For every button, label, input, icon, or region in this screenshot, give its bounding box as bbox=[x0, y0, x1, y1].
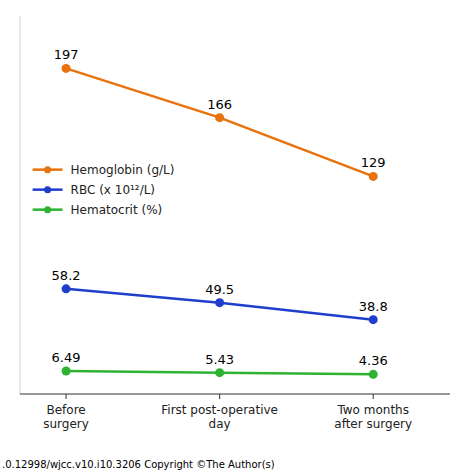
x-axis-line bbox=[20, 393, 450, 394]
data-label: 38.8 bbox=[359, 299, 388, 314]
series-marker bbox=[62, 64, 71, 73]
legend: Hemoglobin (g/L) RBC (x 10¹²/L) Hematocrit… bbox=[33, 163, 175, 217]
series-marker bbox=[369, 315, 378, 324]
annotation: .0.12998/wjcc.v10.i10.3206 bbox=[2, 459, 144, 470]
series-marker bbox=[369, 370, 378, 379]
data-label: 166 bbox=[207, 97, 232, 112]
legend-label: Hematocrit (%) bbox=[71, 203, 163, 217]
series-marker bbox=[62, 366, 71, 375]
x-tick bbox=[66, 394, 67, 399]
series-marker bbox=[62, 284, 71, 293]
footer: .0.12998/wjcc.v10.i10.3206 Copyright ©Th… bbox=[2, 459, 275, 470]
data-label: 4.36 bbox=[359, 353, 388, 368]
annotation: Copyright bbox=[144, 459, 193, 470]
data-label: 129 bbox=[361, 155, 386, 170]
data-label: 5.43 bbox=[205, 352, 234, 367]
data-label: 6.49 bbox=[52, 350, 81, 365]
annotation: ©The Author(s) bbox=[193, 459, 275, 470]
legend-label: Hemoglobin (g/L) bbox=[71, 163, 175, 177]
x-tick bbox=[219, 394, 220, 399]
legend-marker bbox=[44, 206, 51, 213]
series-marker bbox=[215, 113, 224, 122]
series-marker bbox=[215, 298, 224, 307]
series-marker bbox=[369, 172, 378, 181]
plot-area bbox=[62, 64, 378, 379]
legend-label: RBC (x 10¹²/L) bbox=[71, 183, 155, 197]
background bbox=[0, 0, 474, 474]
data-label: 197 bbox=[54, 47, 79, 62]
x-tick-label: Two monthsafter surgery bbox=[334, 403, 412, 431]
series-marker bbox=[215, 368, 224, 377]
x-tick-label: Beforesurgery bbox=[43, 403, 89, 431]
x-tick-label: First post-operativeday bbox=[161, 403, 278, 431]
x-tick bbox=[373, 394, 374, 399]
series-line bbox=[66, 68, 373, 176]
y-axis-line bbox=[20, 16, 21, 394]
chart: Beforesurgery First post-operativeday Two … bbox=[0, 0, 474, 474]
legend-marker bbox=[44, 166, 51, 173]
data-label: 49.5 bbox=[205, 282, 234, 297]
data-label: 58.2 bbox=[52, 268, 81, 283]
legend-marker bbox=[44, 186, 51, 193]
